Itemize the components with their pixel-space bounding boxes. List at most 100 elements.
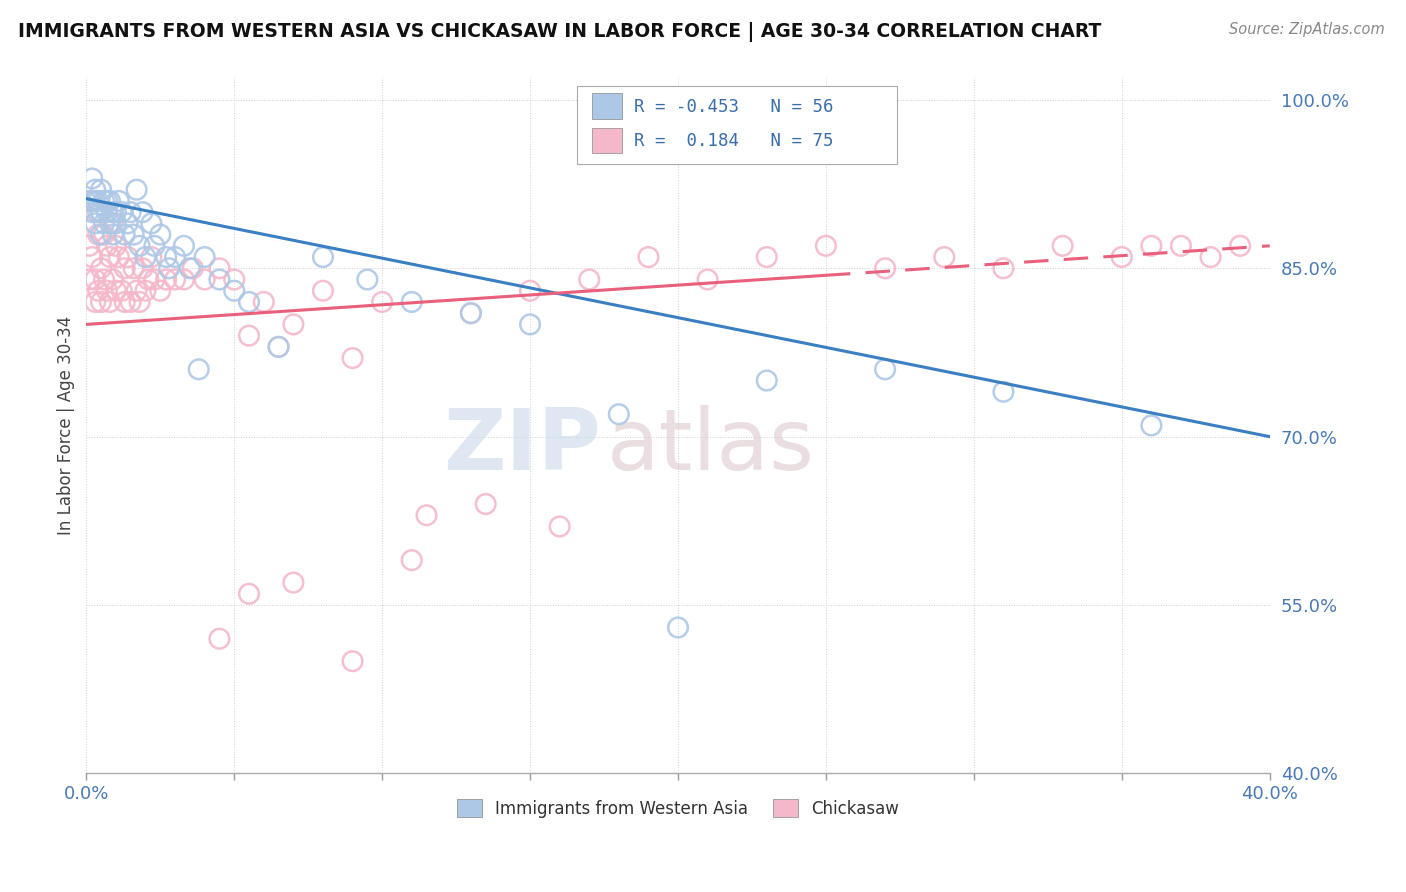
Point: [82, 250, 104, 264]
Point: [208, 632, 231, 646]
Point: [875, 261, 897, 276]
Point: [179, 261, 201, 276]
Point: [125, 284, 148, 298]
Point: [141, 216, 163, 230]
Point: [82, 194, 104, 208]
Point: [460, 306, 482, 320]
Point: [93, 194, 115, 208]
Point: [120, 295, 142, 310]
Point: [194, 272, 217, 286]
Text: R =  0.184   N = 75: R = 0.184 N = 75: [634, 132, 834, 150]
Point: [415, 508, 437, 523]
Point: [77, 239, 100, 253]
Point: [93, 272, 115, 286]
Point: [141, 250, 163, 264]
Point: [90, 205, 112, 219]
Point: [934, 250, 956, 264]
Point: [111, 284, 134, 298]
Text: IMMIGRANTS FROM WESTERN ASIA VS CHICKASAW IN LABOR FORCE | AGE 30-34 CORRELATION: IMMIGRANTS FROM WESTERN ASIA VS CHICKASA…: [18, 22, 1102, 42]
Point: [82, 171, 104, 186]
Point: [548, 519, 571, 533]
Point: [96, 284, 118, 298]
Text: ZIP: ZIP: [443, 405, 602, 488]
Point: [519, 318, 541, 332]
Point: [122, 261, 145, 276]
Point: [1199, 250, 1222, 264]
Point: [519, 284, 541, 298]
Point: [84, 194, 107, 208]
Point: [98, 216, 121, 230]
Point: [312, 284, 335, 298]
Point: [131, 205, 153, 219]
Point: [755, 374, 778, 388]
Point: [138, 272, 160, 286]
Point: [90, 205, 112, 219]
Point: [1140, 239, 1163, 253]
Bar: [592, 128, 623, 153]
Point: [342, 351, 364, 365]
Point: [77, 194, 100, 208]
Point: [208, 261, 231, 276]
Point: [224, 272, 246, 286]
Point: [98, 295, 121, 310]
Point: [96, 194, 118, 208]
Point: [224, 284, 246, 298]
Point: [460, 306, 482, 320]
Point: [1052, 239, 1074, 253]
Point: [173, 272, 195, 286]
Point: [101, 205, 124, 219]
Point: [342, 654, 364, 668]
Point: [101, 227, 124, 242]
Point: [814, 239, 837, 253]
Point: [90, 183, 112, 197]
Point: [1140, 418, 1163, 433]
Text: Source: ZipAtlas.com: Source: ZipAtlas.com: [1229, 22, 1385, 37]
Point: [155, 272, 177, 286]
Point: [1229, 239, 1251, 253]
Point: [111, 205, 134, 219]
Point: [122, 227, 145, 242]
Point: [104, 205, 127, 219]
Point: [98, 250, 121, 264]
Point: [128, 239, 150, 253]
Point: [90, 261, 112, 276]
Point: [87, 194, 110, 208]
Point: [666, 620, 689, 634]
Point: [149, 284, 172, 298]
Point: [134, 284, 156, 298]
Point: [93, 227, 115, 242]
Point: [155, 250, 177, 264]
Point: [84, 183, 107, 197]
Point: [104, 239, 127, 253]
Point: [149, 227, 172, 242]
Point: [84, 216, 107, 230]
Point: [96, 205, 118, 219]
Point: [181, 261, 204, 276]
Point: [96, 239, 118, 253]
Point: [165, 272, 187, 286]
Point: [104, 216, 127, 230]
Point: [283, 575, 305, 590]
Point: [637, 250, 659, 264]
Point: [238, 587, 260, 601]
Point: [607, 407, 630, 421]
Point: [993, 261, 1015, 276]
Point: [84, 205, 107, 219]
Point: [208, 272, 231, 286]
Point: [87, 205, 110, 219]
Point: [267, 340, 290, 354]
Point: [993, 384, 1015, 399]
Point: [90, 227, 112, 242]
Point: [143, 239, 166, 253]
Point: [114, 295, 136, 310]
Point: [82, 205, 104, 219]
FancyBboxPatch shape: [578, 87, 897, 164]
Point: [101, 272, 124, 286]
Point: [312, 250, 335, 264]
Point: [755, 250, 778, 264]
Point: [157, 261, 180, 276]
Point: [90, 295, 112, 310]
Point: [401, 553, 423, 567]
Point: [238, 295, 260, 310]
Point: [1170, 239, 1192, 253]
